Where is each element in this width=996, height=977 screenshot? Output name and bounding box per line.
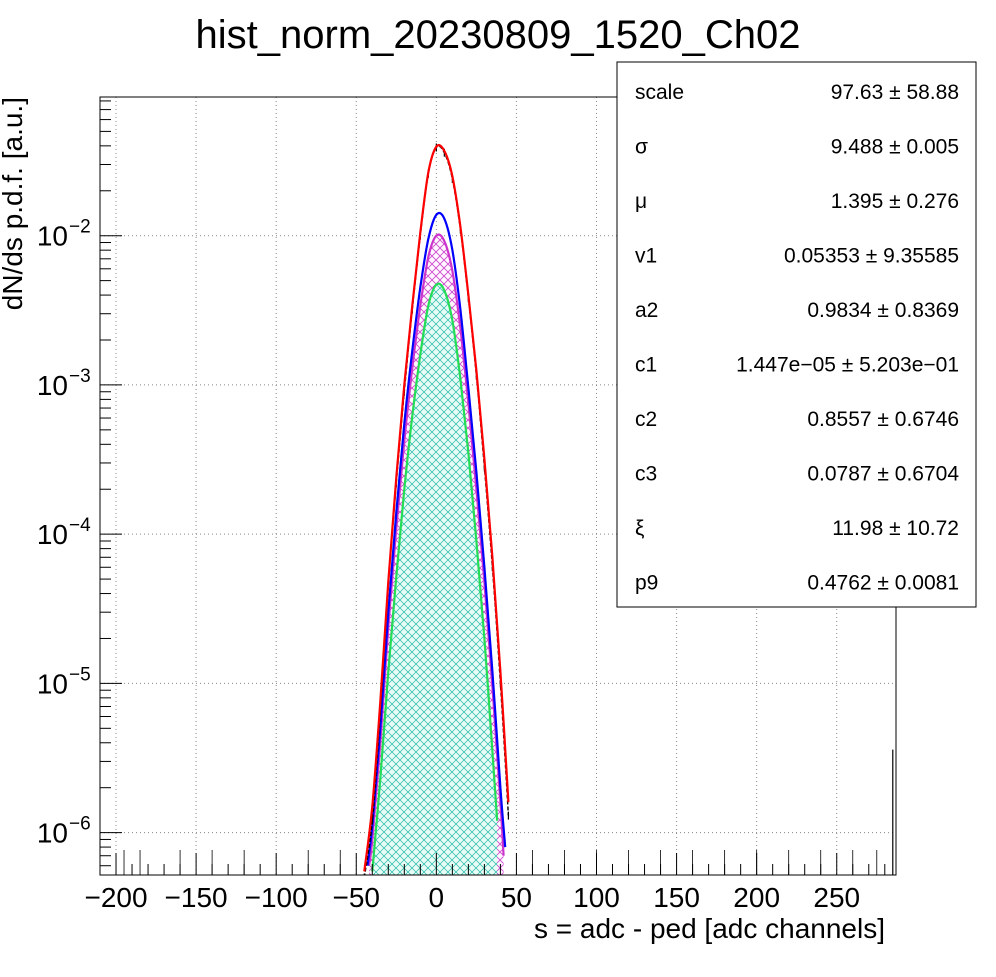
stats-box-frame xyxy=(616,61,977,608)
x-tick-label: −100 xyxy=(245,882,308,913)
stats-param-value: 1.447e−05 ± 5.203e−01 xyxy=(736,354,959,377)
x-tick-label: 150 xyxy=(653,882,700,913)
stats-param-name: p9 xyxy=(635,572,658,595)
series-line xyxy=(371,282,499,872)
y-tick-label: 10 xyxy=(37,370,68,401)
fit-stats-box: scale 97.63 ± 58.88 σ 9.488 ± 0.005 μ 1.395 ±… xyxy=(616,61,977,608)
y-tick-exponent: −3 xyxy=(69,366,91,387)
x-tick-label: −200 xyxy=(84,882,147,913)
y-tick-exponent: −4 xyxy=(69,515,91,536)
y-axis-label: dN/ds p.d.f. [a.u.] xyxy=(0,97,28,310)
y-tick-label: 10 xyxy=(37,668,68,699)
x-tick-label: 50 xyxy=(501,882,532,913)
series-line xyxy=(366,211,507,866)
stats-param-name: σ xyxy=(635,136,648,159)
stats-param-value: 0.8557 ± 0.6746 xyxy=(807,408,959,431)
axes: −200 −150 −100 −50 0 50 100 150 200 25010−610−510… xyxy=(37,100,886,913)
y-tick-exponent: −2 xyxy=(69,217,91,238)
x-tick-label: 100 xyxy=(573,882,620,913)
stats-param-name: c2 xyxy=(635,408,657,431)
y-tick-exponent: −5 xyxy=(69,664,91,685)
stats-param-name: scale xyxy=(635,81,684,104)
y-tick-label: 10 xyxy=(37,221,68,252)
series-line xyxy=(363,144,510,872)
series-layer xyxy=(123,143,894,875)
x-tick-label: 250 xyxy=(813,882,860,913)
stats-param-value: 1.395 ± 0.276 xyxy=(831,190,959,213)
stats-param-name: v1 xyxy=(635,245,657,268)
x-axis-label: s = adc - ped [adc channels] xyxy=(534,913,885,944)
stats-param-name: ξ xyxy=(635,517,644,540)
stats-param-name: a2 xyxy=(635,299,658,322)
stats-param-value: 0.0787 ± 0.6704 xyxy=(807,463,959,486)
x-tick-label: 200 xyxy=(733,882,780,913)
y-tick-exponent: −6 xyxy=(69,814,91,835)
chart-title: hist_norm_20230809_1520_Ch02 xyxy=(196,13,801,57)
stats-param-value: 0.9834 ± 0.8369 xyxy=(807,299,959,322)
y-tick-label: 10 xyxy=(37,519,68,550)
x-tick-label: 0 xyxy=(429,882,445,913)
stats-param-value: 9.488 ± 0.005 xyxy=(831,136,959,159)
stats-rows: scale 97.63 ± 58.88 σ 9.488 ± 0.005 μ 1.395 ±… xyxy=(635,81,959,595)
x-tick-label: −50 xyxy=(333,882,381,913)
stats-param-value: 0.4762 ± 0.0081 xyxy=(807,572,959,595)
stats-param-value: 97.63 ± 58.88 xyxy=(831,81,959,104)
stats-param-name: c1 xyxy=(635,354,657,377)
stats-param-value: 0.05353 ± 9.35585 xyxy=(784,245,959,268)
stats-param-name: c3 xyxy=(635,463,657,486)
stats-param-value: 11.98 ± 10.72 xyxy=(832,517,959,540)
stats-param-name: μ xyxy=(635,190,647,213)
x-tick-label: −150 xyxy=(165,882,228,913)
y-tick-label: 10 xyxy=(37,818,68,849)
